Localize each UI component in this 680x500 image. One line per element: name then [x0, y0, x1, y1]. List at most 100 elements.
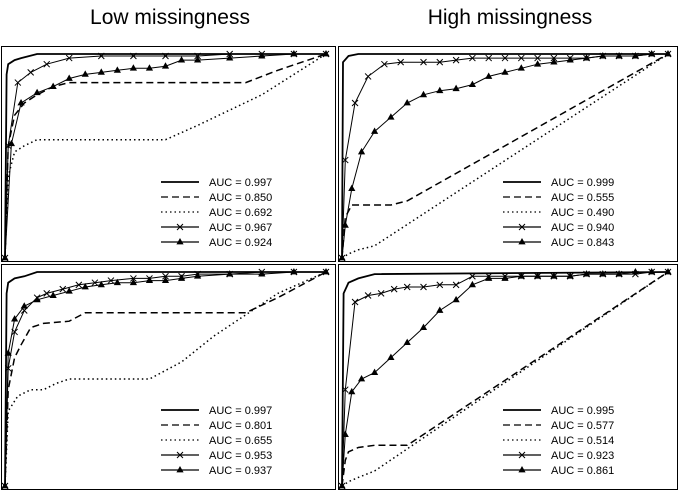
marker-triangle [648, 268, 656, 275]
marker-triangle [322, 268, 330, 275]
marker-x [107, 277, 115, 284]
marker-triangle [452, 84, 460, 92]
marker-x [43, 290, 51, 297]
marker-triangle [65, 74, 73, 81]
legend-marker-x [518, 451, 526, 459]
marker-triangle [517, 64, 525, 71]
marker-triangle [582, 54, 591, 61]
marker-triangle [129, 64, 137, 71]
marker-triangle [436, 86, 444, 94]
marker-triangle [534, 272, 542, 279]
marker-x [75, 281, 83, 289]
roc-line-1 [341, 53, 668, 259]
marker-triangle [452, 295, 460, 303]
marker-triangle [20, 302, 28, 309]
legend-label-2: AUC = 0.801 [209, 420, 272, 432]
legend-label-4: AUC = 0.967 [209, 222, 272, 234]
marker-triangle [648, 50, 656, 57]
marker-triangle [664, 268, 672, 275]
roc-line-2 [4, 53, 327, 259]
marker-x [397, 58, 405, 66]
marker-triangle [226, 54, 234, 61]
legend-label-1: AUC = 0.995 [551, 405, 614, 417]
marker-triangle [177, 274, 186, 281]
marker-x [550, 54, 558, 62]
marker-triangle [194, 56, 202, 63]
marker-triangle [485, 72, 493, 79]
marker-triangle [517, 272, 525, 279]
marker-triangle [341, 221, 349, 228]
marker-triangle [322, 50, 330, 57]
marker-triangle [33, 88, 41, 96]
marker-x [501, 54, 509, 62]
marker-triangle [161, 62, 170, 69]
marker-x [436, 58, 444, 66]
marker-triangle [81, 70, 89, 77]
legend-label-4: AUC = 0.923 [551, 450, 614, 462]
marker-triangle [534, 60, 542, 67]
legend-label-4: AUC = 0.953 [209, 450, 272, 462]
legend-marker-triangle [176, 466, 184, 473]
marker-triangle [357, 375, 366, 382]
panel-frame [1, 264, 336, 490]
marker-x [364, 73, 372, 80]
marker-triangle [145, 276, 154, 283]
marker-x [97, 52, 105, 60]
marker-triangle [81, 282, 89, 290]
legend-label-3: AUC = 0.490 [551, 207, 614, 219]
panel-frame [338, 46, 678, 262]
marker-triangle [161, 276, 170, 283]
marker-triangle [371, 368, 379, 375]
marker-triangle [436, 306, 444, 313]
legend-marker-x [518, 223, 526, 231]
marker-x [403, 283, 411, 291]
legend-label-5: AUC = 0.924 [209, 237, 272, 249]
marker-x [351, 99, 359, 107]
roc-line-1 [4, 271, 326, 487]
marker-triangle [49, 291, 57, 298]
legend-label-2: AUC = 0.577 [551, 420, 614, 432]
marker-triangle [387, 353, 395, 360]
panel-frame [338, 264, 678, 490]
marker-x [377, 290, 385, 297]
legend-label-4: AUC = 0.940 [551, 222, 614, 234]
marker-x [59, 285, 67, 293]
legend-marker-triangle [518, 238, 526, 245]
marker-triangle [11, 315, 19, 322]
marker-triangle [33, 295, 41, 303]
marker-x [162, 52, 169, 60]
legend-label-1: AUC = 0.999 [551, 177, 614, 189]
marker-x [130, 52, 137, 60]
legend-label-3: AUC = 0.692 [209, 207, 272, 219]
marker-triangle [631, 52, 639, 59]
marker-triangle [1, 482, 9, 489]
marker-triangle [145, 64, 154, 71]
marker-x [351, 298, 359, 306]
marker-triangle [403, 338, 411, 346]
panel-bottom-right: AUC = 0.995 AUC = 0.577 AUC = 0.514 AUC = 0… [338, 264, 678, 490]
marker-x [390, 285, 398, 293]
marker-triangle [290, 268, 298, 275]
marker-x [469, 272, 476, 280]
legend-label-1: AUC = 0.997 [209, 177, 272, 189]
marker-x [364, 292, 372, 299]
panel-top-left: AUC = 0.997 AUC = 0.850 AUC = 0.692 AUC = 0… [1, 46, 336, 262]
marker-triangle [49, 82, 57, 90]
legend-marker-x [176, 451, 184, 459]
legend-label-5: AUC = 0.843 [551, 237, 614, 249]
marker-x [485, 54, 493, 62]
marker-triangle [194, 272, 202, 279]
column-title-high-missingness: High missingness [427, 6, 593, 29]
panel-frame [1, 46, 336, 262]
marker-triangle [341, 430, 349, 438]
marker-triangle [371, 127, 379, 134]
marker-triangle [599, 270, 607, 277]
legend-label-3: AUC = 0.655 [209, 435, 272, 447]
panel-bottom-left: AUC = 0.997 AUC = 0.801 AUC = 0.655 AUC = 0… [1, 264, 336, 490]
legend-marker-x [176, 223, 184, 231]
marker-triangle [501, 274, 509, 281]
marker-x [194, 52, 201, 60]
marker-triangle [97, 68, 105, 75]
marker-triangle [468, 280, 476, 288]
